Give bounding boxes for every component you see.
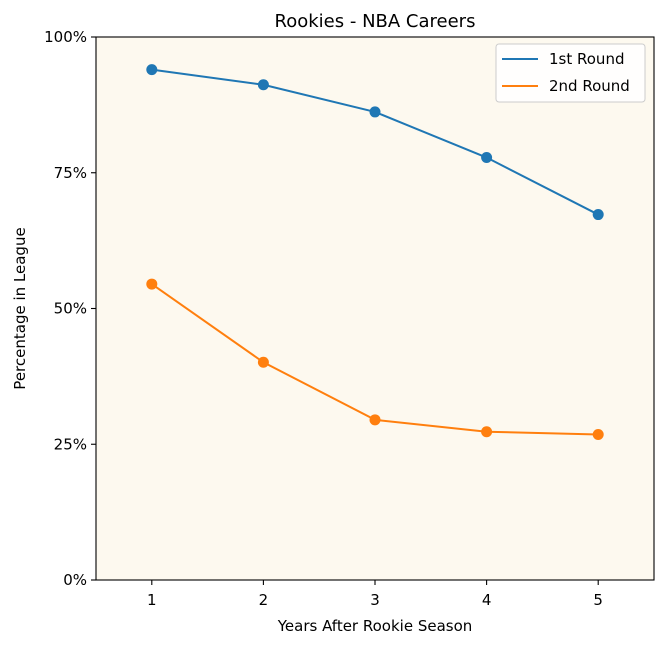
x-tick-label: 4 (482, 591, 492, 609)
plot-area (96, 37, 654, 580)
data-point-1st-round (481, 152, 493, 164)
data-point-1st-round (369, 106, 381, 118)
data-point-2nd-round (481, 426, 493, 438)
data-point-2nd-round (369, 414, 381, 426)
y-tick-label: 25% (54, 435, 87, 453)
data-point-1st-round (146, 64, 158, 76)
y-axis: 0% 25% 50% 75% 100% (44, 28, 96, 589)
y-tick-label: 100% (44, 28, 87, 46)
y-axis-label: Percentage in League (11, 227, 29, 389)
data-point-2nd-round (257, 356, 269, 368)
x-axis-label: Years After Rookie Season (277, 617, 473, 635)
y-tick-label: 0% (63, 571, 87, 589)
x-tick-label: 2 (259, 591, 269, 609)
data-point-2nd-round (592, 428, 604, 440)
data-point-1st-round (592, 209, 604, 221)
data-point-2nd-round (146, 278, 158, 290)
legend: 1st Round 2nd Round (495, 43, 646, 103)
y-tick-label: 50% (54, 300, 87, 318)
legend-label-1st-round: 1st Round (549, 50, 624, 68)
x-tick-label: 1 (147, 591, 157, 609)
y-tick-label: 75% (54, 164, 87, 182)
x-tick-label: 3 (370, 591, 380, 609)
data-point-1st-round (257, 79, 269, 91)
x-tick-label: 5 (593, 591, 603, 609)
legend-label-2nd-round: 2nd Round (549, 77, 630, 95)
series-points (146, 64, 604, 440)
x-axis: 1 2 3 4 5 (147, 580, 603, 609)
chart-title: Rookies - NBA Careers (275, 11, 476, 32)
